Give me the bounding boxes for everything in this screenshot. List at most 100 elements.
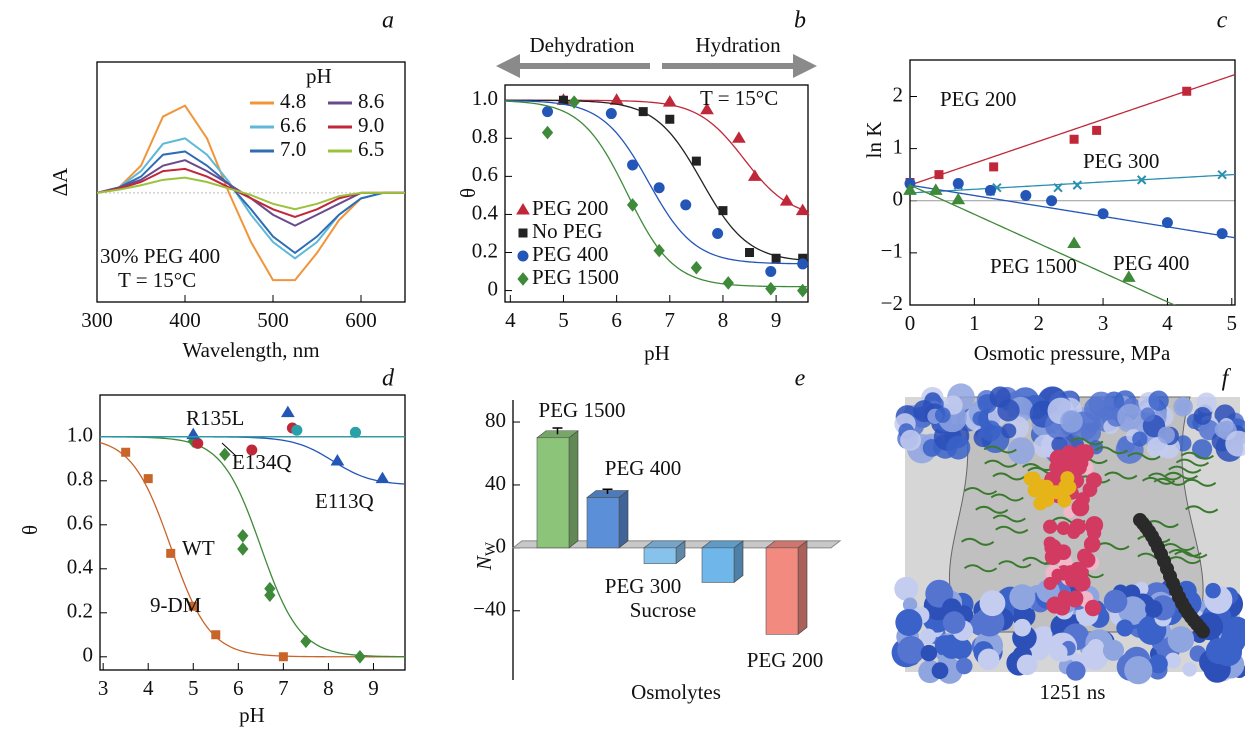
helix [1142, 476, 1176, 485]
category-label: PEG 300 [605, 574, 681, 598]
x-tick-label: 7 [665, 308, 676, 332]
retinal-atom [1043, 576, 1057, 591]
point [518, 228, 528, 238]
x-tick-label: 300 [81, 308, 113, 332]
plot-frame [96, 61, 406, 303]
atom [1033, 434, 1057, 458]
helix [1183, 478, 1217, 487]
retinal-atom [1086, 472, 1102, 489]
y-axis-label: θ [456, 188, 480, 198]
atom [902, 597, 918, 612]
helix [1148, 472, 1182, 481]
atom [1157, 426, 1175, 444]
helix [1164, 471, 1199, 480]
helix [1096, 542, 1130, 551]
point [771, 253, 781, 263]
point [264, 588, 276, 602]
bar [701, 547, 735, 583]
retinal-atom [1079, 552, 1096, 568]
point [1072, 180, 1083, 190]
atom [1140, 407, 1156, 422]
atom [1116, 619, 1134, 637]
point [517, 272, 529, 286]
legend-label: PEG 200 [532, 196, 608, 220]
y-axis-label: NW [472, 541, 500, 571]
bar-side [618, 489, 629, 549]
panel: 0 1 2 3 4 5 −2 −1 0 1 2 PEG 200 PEG 300 PEG 400 PEG 15… [862, 8, 1237, 365]
point [680, 199, 692, 211]
panel-label: b [794, 8, 806, 34]
atom [1124, 656, 1153, 685]
point [638, 107, 648, 117]
point [1092, 125, 1102, 135]
helix [998, 560, 1032, 569]
x-tick-label: 600 [345, 308, 377, 332]
legend-label: PEG 400 [532, 242, 608, 266]
point [542, 106, 554, 118]
atom [894, 576, 919, 601]
y-tick-label: −2 [881, 291, 903, 315]
point [732, 131, 746, 143]
point [665, 114, 675, 124]
y-tick-label: 0.6 [472, 162, 498, 186]
helix [1153, 477, 1187, 486]
x-tick-label: 6 [611, 308, 622, 332]
helix [1168, 548, 1202, 557]
error-bar [602, 488, 613, 495]
legend-label: 6.5 [358, 137, 384, 161]
x-tick-label: 3 [1098, 311, 1109, 335]
retinal-atom [1044, 548, 1062, 566]
y-axis-label: θ [18, 525, 42, 535]
bar-side [568, 430, 579, 549]
fit-curve [100, 436, 405, 658]
legend-label: 6.6 [280, 113, 306, 137]
category-label: PEG 400 [605, 456, 681, 480]
fit-curve [910, 184, 1176, 305]
y-tick-label: 0.2 [472, 238, 498, 262]
fit-curve [100, 441, 405, 658]
point [375, 471, 390, 484]
retinal-atom [1076, 457, 1089, 470]
y-label-sub: W [483, 541, 499, 556]
atom [1102, 639, 1125, 661]
series-label: PEG 1500 [990, 254, 1077, 278]
retinal-atom [1087, 525, 1102, 540]
atom [1081, 642, 1109, 671]
helix [1161, 542, 1196, 551]
retinal-atom [1046, 596, 1064, 614]
point [192, 437, 204, 449]
point [609, 93, 624, 105]
atom [1132, 431, 1148, 447]
x-tick-label: 4 [1162, 311, 1173, 335]
helix [995, 525, 1029, 534]
point [188, 601, 198, 611]
atom [1007, 437, 1035, 465]
point [143, 474, 153, 484]
helix [1070, 437, 1104, 446]
point [765, 266, 777, 278]
point [691, 156, 701, 166]
atom [1193, 406, 1212, 425]
y-axis-label: ln K [862, 122, 886, 159]
atom [972, 411, 988, 426]
point [1182, 86, 1192, 96]
retinal-atom [1071, 498, 1090, 517]
point [797, 258, 809, 270]
helix [963, 486, 998, 495]
point [690, 260, 703, 275]
series-label: WT [182, 536, 215, 560]
point [952, 178, 964, 190]
fit-curve [910, 173, 1235, 194]
point [745, 248, 755, 258]
fit-curve [910, 73, 1235, 186]
helix [1104, 471, 1138, 480]
point [1097, 208, 1109, 220]
atom [1117, 403, 1144, 430]
bar [586, 497, 620, 549]
x-tick-label: 5 [188, 676, 199, 700]
point [626, 198, 639, 212]
atom [1103, 589, 1128, 614]
annotation: 30% PEG 400 [100, 244, 220, 268]
point [280, 405, 295, 418]
point [779, 194, 794, 206]
